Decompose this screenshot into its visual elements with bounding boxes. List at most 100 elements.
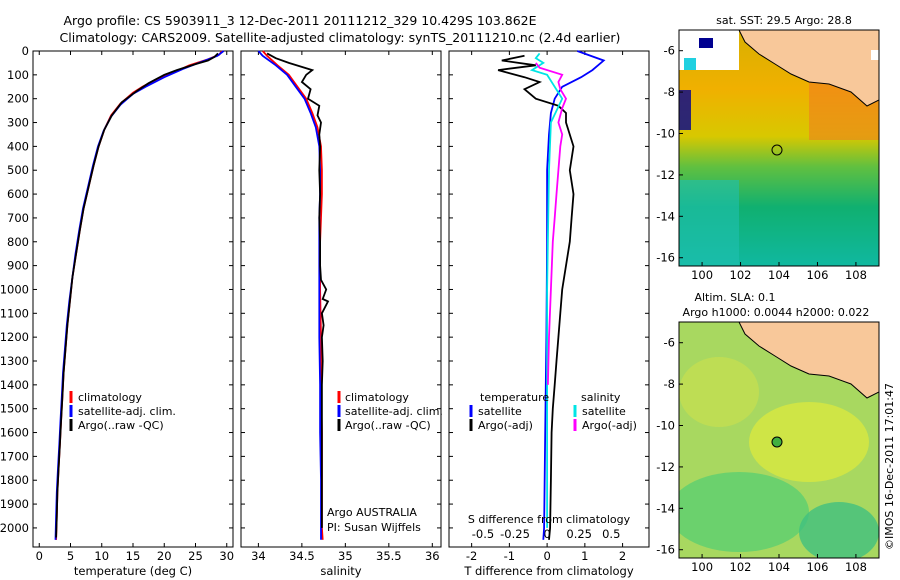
difference-panel: -2 -1 0 1 2 -0.5 -0.25 0 0.25 0.5 T difference fr…	[448, 50, 650, 578]
temperature-axes-box	[32, 50, 234, 548]
y-tick-label: 1700	[0, 449, 29, 463]
y-tick-label: 200	[7, 92, 29, 106]
series-line-argo-raw-qc-	[266, 52, 330, 528]
legend-satellite-label: satellite-adj. clim.	[345, 405, 443, 418]
x-tick-label: 34.5	[289, 549, 315, 563]
sst-cloud-pixel	[699, 38, 713, 48]
sst-cloud-pixel	[684, 58, 696, 70]
y-tick-label: 500	[7, 163, 29, 177]
sla-high	[749, 402, 869, 482]
argo-position-marker	[771, 436, 783, 448]
y-tick-label: 2000	[0, 521, 29, 535]
title-line-1: Argo profile: CS 5903911_3 12-Dec-2011 2…	[63, 13, 536, 28]
map-y-tick-label: -12	[656, 460, 675, 474]
x-tick-label: 25	[188, 549, 203, 563]
map-x-tick-label: 108	[845, 560, 867, 574]
y-tick-label: 1600	[0, 426, 29, 440]
y-tick-label: 800	[7, 235, 29, 249]
temperature-lines	[54, 50, 225, 540]
legend-argo-label: Argo(..raw -QC)	[78, 419, 164, 432]
x2-tick-label: 0.5	[602, 527, 620, 541]
map-y-tick-label: -10	[656, 419, 675, 433]
x-tick-label: 5	[67, 549, 74, 563]
salinity-xlabel: salinity	[320, 564, 361, 578]
sla-low	[679, 472, 809, 552]
map-x-tick-label: 100	[691, 560, 713, 574]
map-x-tick-label: 108	[845, 268, 867, 282]
sst-map-ticks: 100 102 104 106 108 -6 -8 -10 -12 -14 -16	[656, 44, 867, 282]
argo-program-label: Argo AUSTRALIA	[327, 506, 417, 519]
legend-argo-label: Argo(..raw -QC)	[345, 419, 431, 432]
legend-temperature-header: temperature	[480, 391, 549, 404]
temperature-legend: climatology satellite-adj. clim. Argo(..…	[69, 391, 176, 432]
x-tick-label: -2	[466, 549, 477, 563]
y-tick-label: 1100	[0, 306, 29, 320]
x-tick-label: 36	[425, 549, 440, 563]
legend-t-argo-label: Argo(-adj)	[478, 419, 533, 432]
map-y-tick-label: -16	[656, 251, 675, 265]
credit-label: ©IMOS 16-Dec-2011 17:01:47	[883, 383, 896, 550]
legend-t-satellite-label: satellite	[478, 405, 522, 418]
y-tick-label: 1200	[0, 330, 29, 344]
legend-s-satellite-label: satellite	[582, 405, 626, 418]
temperature-ticks: 0 5 10 15 20 25 300100200300400500600700800900…	[0, 44, 234, 563]
x-tick-label: 35	[338, 549, 353, 563]
series-line-argo-raw-qc-	[55, 52, 219, 538]
land-sumatra-java	[738, 30, 879, 107]
y-tick-label: 100	[7, 68, 29, 82]
sla-map-ticks: 100 102 104 106 108 -6 -8 -10 -12 -14 -16	[656, 336, 867, 574]
sla-map-panel: Altim. SLA: 0.1 Argo h1000: 0.0044 h2000…	[656, 291, 880, 574]
x2-tick-label: 0	[543, 527, 550, 541]
map-y-tick-label: -12	[656, 168, 675, 182]
salinity-ticks: 34 34.5 35 35.5 36	[241, 50, 441, 563]
y-tick-label: 400	[7, 139, 29, 153]
y-tick-label: 300	[7, 116, 29, 130]
map-x-tick-label: 106	[806, 268, 828, 282]
x2-tick-label: -0.5	[472, 527, 494, 541]
sst-missing-data	[871, 50, 879, 60]
map-y-tick-label: -14	[656, 209, 675, 223]
map-y-tick-label: -10	[656, 127, 675, 141]
x2-tick-label: 0.25	[566, 527, 592, 541]
land-sumatra-java	[738, 322, 879, 399]
sst-map-image	[679, 30, 879, 266]
map-y-tick-label: -8	[664, 85, 675, 99]
y-tick-label: 1500	[0, 402, 29, 416]
legend-s-argo-label: Argo(-adj)	[582, 419, 637, 432]
series-line-s-satellite	[529, 52, 564, 528]
x-tick-label: 15	[126, 549, 141, 563]
temperature-panel: 0 5 10 15 20 25 300100200300400500600700800900…	[0, 44, 234, 578]
y-tick-label: 900	[7, 259, 29, 273]
legend-satellite-label: satellite-adj. clim.	[78, 405, 176, 418]
map-x-tick-label: 102	[730, 268, 752, 282]
y-tick-label: 1400	[0, 378, 29, 392]
sla-high	[679, 357, 759, 427]
salinity-axes-box	[240, 50, 442, 548]
legend-climatology-label: climatology	[78, 391, 142, 404]
x-tick-label: 10	[94, 549, 109, 563]
map-x-tick-label: 100	[691, 268, 713, 282]
sst-cloud-pixel	[679, 90, 691, 130]
s-difference-xlabel: S difference from climatology	[468, 513, 631, 526]
sla-low	[799, 502, 879, 558]
y-tick-label: 1900	[0, 497, 29, 511]
x-tick-label: 35.5	[376, 549, 402, 563]
salinity-legend: climatology satellite-adj. clim. Argo(..…	[337, 391, 443, 432]
x-tick-label: 0	[36, 549, 43, 563]
sst-map-panel: sat. SST: 29.5 Argo: 28.8	[656, 14, 880, 282]
sla-map-title-1: Altim. SLA: 0.1	[694, 291, 775, 304]
map-y-tick-label: -6	[664, 44, 675, 58]
difference-legend: temperature satellite Argo(-adj) salinit…	[469, 391, 637, 432]
y-tick-label: 700	[7, 211, 29, 225]
legend-climatology-label: climatology	[345, 391, 409, 404]
salinity-panel: 34 34.5 35 35.5 36 salinity climatology sate…	[240, 50, 443, 578]
temperature-xlabel: temperature (deg C)	[74, 564, 192, 578]
map-y-tick-label: -16	[656, 543, 675, 557]
y-tick-label: 1800	[0, 473, 29, 487]
x-tick-label: 30	[219, 549, 234, 563]
map-y-tick-label: -8	[664, 377, 675, 391]
sla-map-image	[679, 322, 879, 558]
sla-map-title-2: Argo h1000: 0.0044 h2000: 0.022	[683, 306, 870, 319]
pi-label: PI: Susan Wijffels	[327, 521, 421, 534]
